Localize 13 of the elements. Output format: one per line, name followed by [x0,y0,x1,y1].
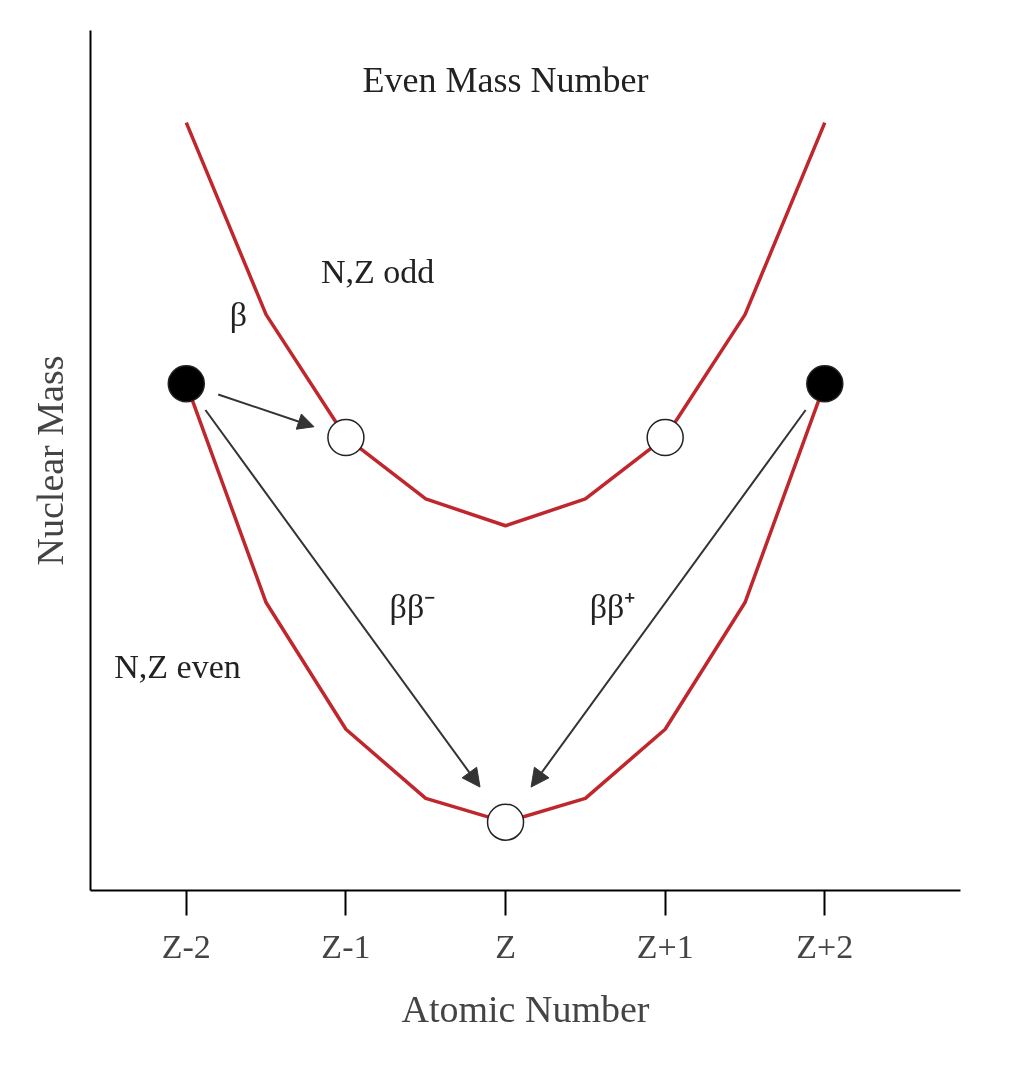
x-tick-label: Z-2 [161,927,211,965]
x-axis-title: Atomic Number [401,987,650,1030]
annotation: β [229,295,248,333]
x-tick-label: Z-1 [321,927,371,965]
x-tick-label: Z [495,927,516,965]
y-axis-title: Nuclear Mass [28,355,71,566]
annotation: N,Z even [114,648,241,686]
chart-title: Even Mass Number [362,59,649,100]
annotation: ββ⁺ [589,588,636,626]
x-tick-label: Z+2 [796,927,854,965]
x-tick-label: Z+1 [636,927,694,965]
annotation: ββ⁻ [389,588,436,626]
annotation: N,Z odd [320,252,435,290]
